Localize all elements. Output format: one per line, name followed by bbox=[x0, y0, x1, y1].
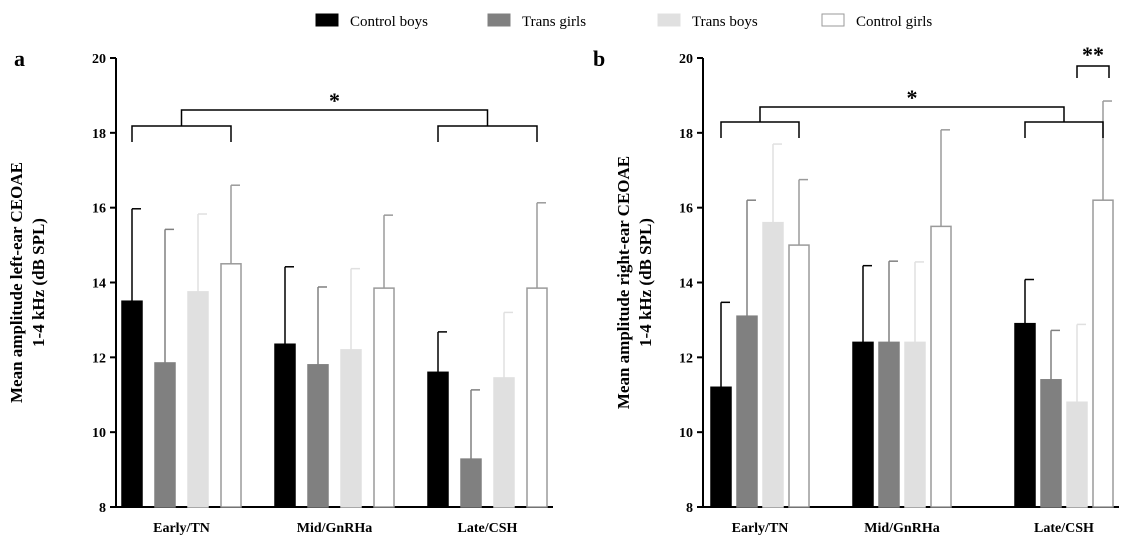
bar bbox=[930, 225, 952, 508]
bar bbox=[220, 263, 242, 508]
sig-bracket bbox=[1076, 65, 1110, 78]
y-tick-label: 20 bbox=[92, 52, 106, 67]
bar bbox=[121, 300, 143, 508]
y-tick-label: 10 bbox=[92, 426, 106, 441]
panel-letter: b bbox=[593, 46, 605, 71]
y-tick-label: 12 bbox=[92, 351, 106, 366]
bar bbox=[762, 221, 784, 508]
y-axis-label-line2: 1-4 kHz (dB SPL) bbox=[29, 218, 48, 347]
legend-label-3: Trans boys bbox=[692, 14, 758, 30]
bar bbox=[373, 287, 395, 508]
legend-label-2: Trans girls bbox=[522, 14, 586, 30]
x-category-label: Early/TN bbox=[732, 521, 789, 536]
panel-a: a Mean amplitude left-ear CEOAE 1-4 kHz (d… bbox=[7, 46, 553, 536]
legend-label-4: Control girls bbox=[856, 14, 932, 30]
bar bbox=[1092, 199, 1114, 508]
panel-letter: a bbox=[14, 46, 25, 71]
bar bbox=[460, 458, 482, 508]
y-tick-label: 20 bbox=[679, 52, 693, 67]
bar bbox=[904, 341, 926, 508]
y-tick-label: 14 bbox=[679, 277, 693, 292]
x-category-label: Mid/GnRHa bbox=[297, 521, 372, 536]
y-tick-label: 16 bbox=[679, 202, 693, 217]
bar bbox=[736, 315, 758, 508]
bar bbox=[788, 244, 810, 508]
sig-bracket bbox=[759, 106, 1065, 122]
sig-bracket bbox=[1024, 121, 1104, 138]
x-category-label: Late/CSH bbox=[1034, 521, 1094, 536]
y-axis-label-line1: Mean amplitude right-ear CEOAE bbox=[614, 156, 633, 409]
legend-label-1: Control boys bbox=[350, 14, 428, 30]
bar bbox=[274, 343, 296, 508]
bar bbox=[340, 349, 362, 508]
y-tick-label: 12 bbox=[679, 351, 693, 366]
sig-bracket bbox=[180, 109, 489, 126]
y-tick-label: 8 bbox=[686, 501, 693, 516]
bar bbox=[154, 362, 176, 508]
y-axis-label-line2: 1-4 kHz (dB SPL) bbox=[636, 218, 655, 347]
x-category-label: Late/CSH bbox=[458, 521, 518, 536]
bar bbox=[710, 386, 732, 508]
sig-bracket bbox=[131, 125, 232, 142]
x-category-label: Early/TN bbox=[153, 521, 210, 536]
sig-bracket bbox=[720, 121, 800, 138]
y-tick-label: 18 bbox=[92, 127, 106, 142]
y-tick-label: 8 bbox=[99, 501, 106, 516]
bar bbox=[1066, 401, 1088, 508]
significance-marker: * bbox=[329, 88, 340, 113]
legend-swatch-2 bbox=[487, 13, 511, 27]
x-category-label: Mid/GnRHa bbox=[864, 521, 939, 536]
bar bbox=[1040, 379, 1062, 508]
bar bbox=[307, 364, 329, 508]
bar bbox=[1014, 322, 1036, 508]
bar bbox=[878, 341, 900, 508]
bar bbox=[852, 341, 874, 508]
y-tick-label: 16 bbox=[92, 202, 106, 217]
legend-swatch-3 bbox=[657, 13, 681, 27]
y-tick-label: 14 bbox=[92, 277, 106, 292]
bar bbox=[187, 291, 209, 508]
legend-swatch-1 bbox=[315, 13, 339, 27]
y-tick-label: 10 bbox=[679, 426, 693, 441]
bar bbox=[526, 287, 548, 508]
y-tick-label: 18 bbox=[679, 127, 693, 142]
significance-marker: * bbox=[907, 85, 918, 110]
y-axis-label-line1: Mean amplitude left-ear CEOAE bbox=[7, 162, 26, 403]
sig-bracket bbox=[437, 125, 538, 142]
bar bbox=[493, 377, 515, 508]
bar bbox=[427, 371, 449, 508]
significance-marker: ** bbox=[1082, 42, 1104, 67]
panel-b: b Mean amplitude right-ear CEOAE 1-4 kHz (… bbox=[593, 42, 1119, 536]
legend: Control boys Trans girls Trans boys Control… bbox=[315, 13, 932, 30]
legend-swatch-4 bbox=[821, 13, 845, 27]
